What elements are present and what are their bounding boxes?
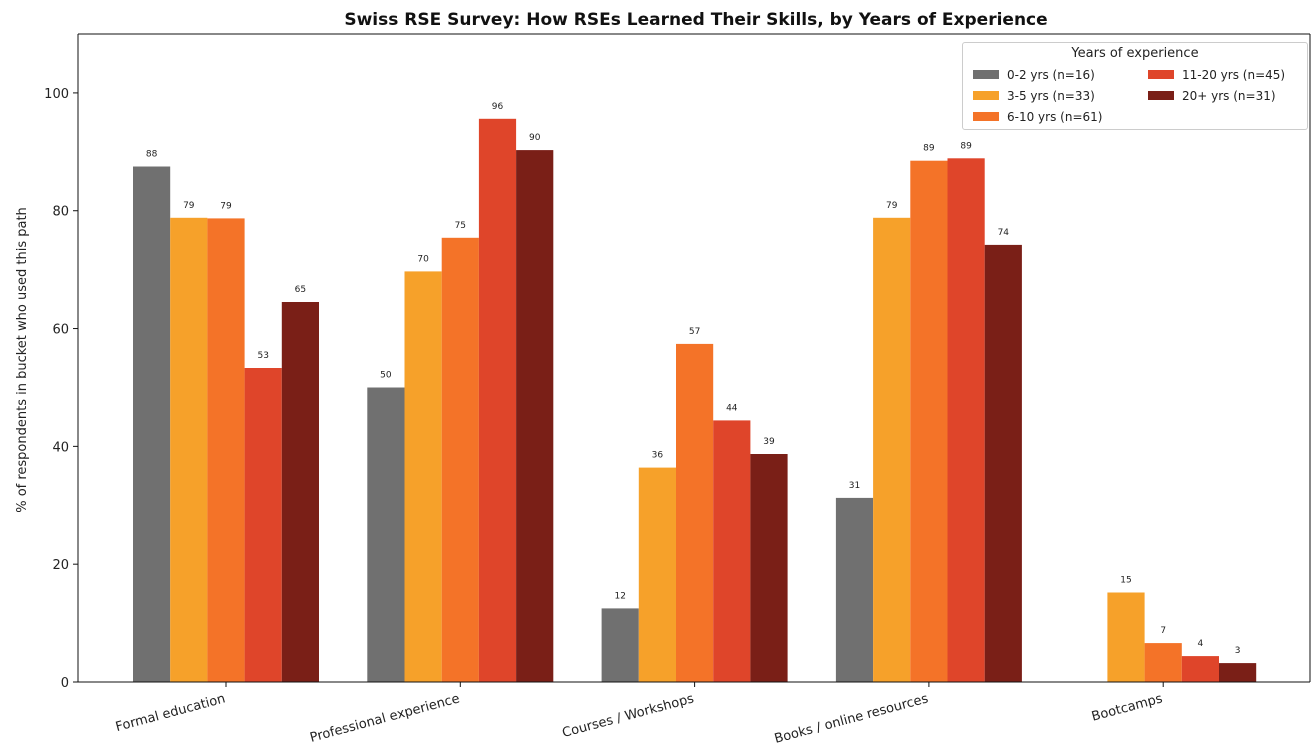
data-label: 36 (652, 451, 664, 461)
legend-label: 20+ yrs (n=31) (1182, 89, 1276, 103)
legend-swatch (1148, 91, 1174, 100)
data-label: 70 (417, 254, 429, 264)
bar (133, 166, 171, 682)
y-tick-label: 20 (52, 558, 69, 573)
data-label: 3 (1235, 646, 1241, 656)
bar (835, 497, 874, 682)
data-label: 75 (455, 221, 466, 231)
y-tick-label: 80 (52, 205, 69, 220)
data-label: 53 (257, 351, 268, 361)
legend-label: 0-2 yrs (n=16) (1007, 68, 1095, 82)
bar (910, 160, 948, 682)
data-label: 44 (726, 403, 738, 413)
legend-item-3-5-yrs: 3-5 yrs (n=33) (973, 89, 1095, 103)
legend-title: Years of experience (1071, 46, 1199, 61)
bar (676, 343, 714, 682)
chart-title: Swiss RSE Survey: How RSEs Learned Their… (344, 10, 1047, 30)
y-tick-label: 60 (52, 323, 69, 338)
legend-label: 11-20 yrs (n=45) (1182, 68, 1286, 82)
bar (601, 608, 639, 682)
x-tick-label: Bootcamps (1090, 691, 1164, 724)
bar (713, 420, 751, 682)
data-label: 65 (295, 285, 306, 295)
bar (281, 302, 319, 682)
bar (1107, 592, 1145, 682)
y-axis-label: % of respondents in bucket who used this… (15, 207, 30, 513)
legend-item-0-2-yrs: 0-2 yrs (n=16) (973, 68, 1095, 82)
y-tick-label: 100 (44, 87, 69, 102)
data-label: 79 (220, 201, 232, 211)
x-tick-label: Formal education (114, 691, 227, 735)
data-label: 12 (614, 591, 625, 601)
data-label: 74 (998, 228, 1010, 238)
legend-swatch (973, 112, 999, 121)
x-tick-label: Courses / Workshops (561, 691, 696, 741)
data-label: 4 (1198, 639, 1204, 649)
bar (1144, 643, 1182, 682)
bar (170, 217, 208, 683)
bar (984, 244, 1022, 682)
legend-label: 3-5 yrs (n=33) (1007, 89, 1095, 103)
data-label: 15 (1120, 576, 1131, 586)
legend-label: 6-10 yrs (n=61) (1007, 110, 1103, 124)
bar (207, 218, 245, 682)
data-label: 89 (960, 141, 972, 151)
bar (441, 237, 479, 683)
x-tick-label: Professional experience (308, 691, 461, 745)
legend-swatch (973, 91, 999, 100)
data-label: 79 (183, 201, 195, 211)
bar (1219, 663, 1257, 682)
legend: Years of experience 0-2 yrs (n=16) 3-5 y… (962, 42, 1308, 130)
bar (404, 271, 442, 682)
data-label: 88 (146, 150, 158, 160)
data-label: 31 (849, 481, 860, 491)
y-tick-label: 0 (61, 676, 69, 691)
data-label: 50 (380, 371, 392, 381)
x-tick-label: Books / online resources (773, 691, 930, 747)
legend-swatch (973, 70, 999, 79)
bar (516, 150, 554, 683)
data-label: 90 (529, 133, 541, 143)
data-labels-layer: 88 50 12 31 79 70 36 79 15 79 75 57 89 7 53 96 44 89 4 65 90… (146, 102, 1241, 656)
bar (478, 118, 517, 683)
legend-item-11-20-yrs: 11-20 yrs (n=45) (1148, 68, 1285, 82)
bar (873, 217, 911, 683)
legend-swatch (1148, 70, 1174, 79)
bar (947, 158, 985, 683)
data-label: 7 (1160, 626, 1166, 636)
data-label: 89 (923, 144, 935, 154)
data-label: 79 (886, 201, 898, 211)
bar (244, 368, 282, 682)
bar (638, 467, 676, 682)
bar (1181, 656, 1219, 682)
data-label: 39 (763, 437, 775, 447)
data-label: 96 (492, 102, 504, 112)
bars-layer (133, 118, 1257, 683)
data-label: 57 (689, 327, 700, 337)
legend-item-20-plus-yrs: 20+ yrs (n=31) (1148, 89, 1276, 103)
bar (367, 387, 405, 682)
legend-item-6-10-yrs: 6-10 yrs (n=61) (973, 110, 1102, 124)
y-tick-label: 40 (52, 440, 69, 455)
bar (750, 454, 788, 682)
